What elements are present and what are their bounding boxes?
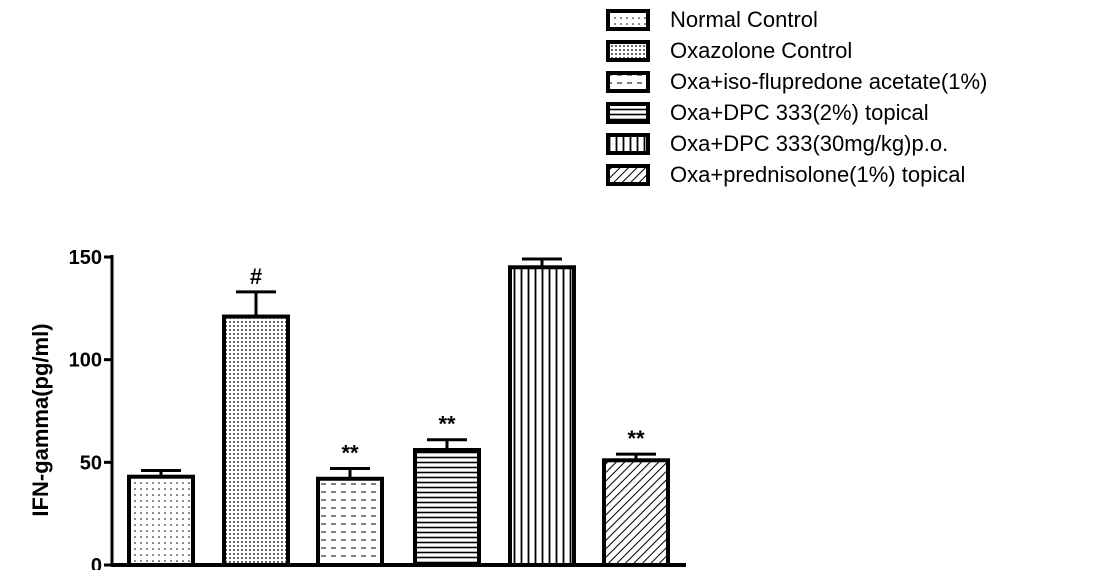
legend-item: Normal Control [606,4,987,35]
y-tick-label: 100 [69,350,102,372]
legend-label: Oxa+prednisolone(1%) topical [670,161,966,187]
axes: 0 50 100 150 [69,247,686,570]
legend-swatch-rect [606,8,650,31]
significance-label: ** [627,426,645,451]
bar-6 [602,458,670,567]
legend-swatch-rect [606,101,650,124]
legend-swatch [606,70,650,93]
legend-swatch [606,8,650,31]
y-tick-label: 0 [91,555,102,570]
bar-4 [413,448,481,567]
bar-5 [508,265,576,567]
significance-label: ** [341,440,359,465]
legend-swatch [606,39,650,62]
significance-label: # [250,264,262,289]
y-tick-label: 150 [69,247,102,269]
legend-swatch [606,101,650,124]
legend-label: Normal Control [670,6,818,32]
legend-label: Oxa+DPC 333(2%) topical [670,99,929,125]
legend-swatch-rect [606,70,650,93]
legend-swatch [606,132,650,155]
legend-item: Oxa+DPC 333(2%) topical [606,97,987,128]
y-axis-title: IFN-gamma(pg/ml) [28,323,53,516]
y-tick-label: 50 [80,452,102,474]
bar-2 [222,314,290,567]
legend-swatch-rect [606,39,650,62]
legend-swatch-rect [606,132,650,155]
bar-3 [316,476,384,568]
bar-1 [127,474,195,567]
bars-group: # ** ** ** [127,257,670,568]
legend-item: Oxa+DPC 333(30mg/kg)p.o. [606,128,987,159]
legend-item: Oxazolone Control [606,35,987,66]
legend-item: Oxa+prednisolone(1%) topical [606,159,987,190]
legend-label: Oxa+DPC 333(30mg/kg)p.o. [670,130,949,156]
significance-label: ** [438,412,456,437]
legend-swatch-rect [606,163,650,186]
legend: Normal Control Oxazolone Control Oxa+iso-f… [606,4,987,190]
legend-label: Oxa+iso-flupredone acetate(1%) [670,68,988,94]
legend-label: Oxazolone Control [670,37,853,63]
legend-swatch [606,163,650,186]
legend-item: Oxa+iso-flupredone acetate(1%) [606,66,987,97]
